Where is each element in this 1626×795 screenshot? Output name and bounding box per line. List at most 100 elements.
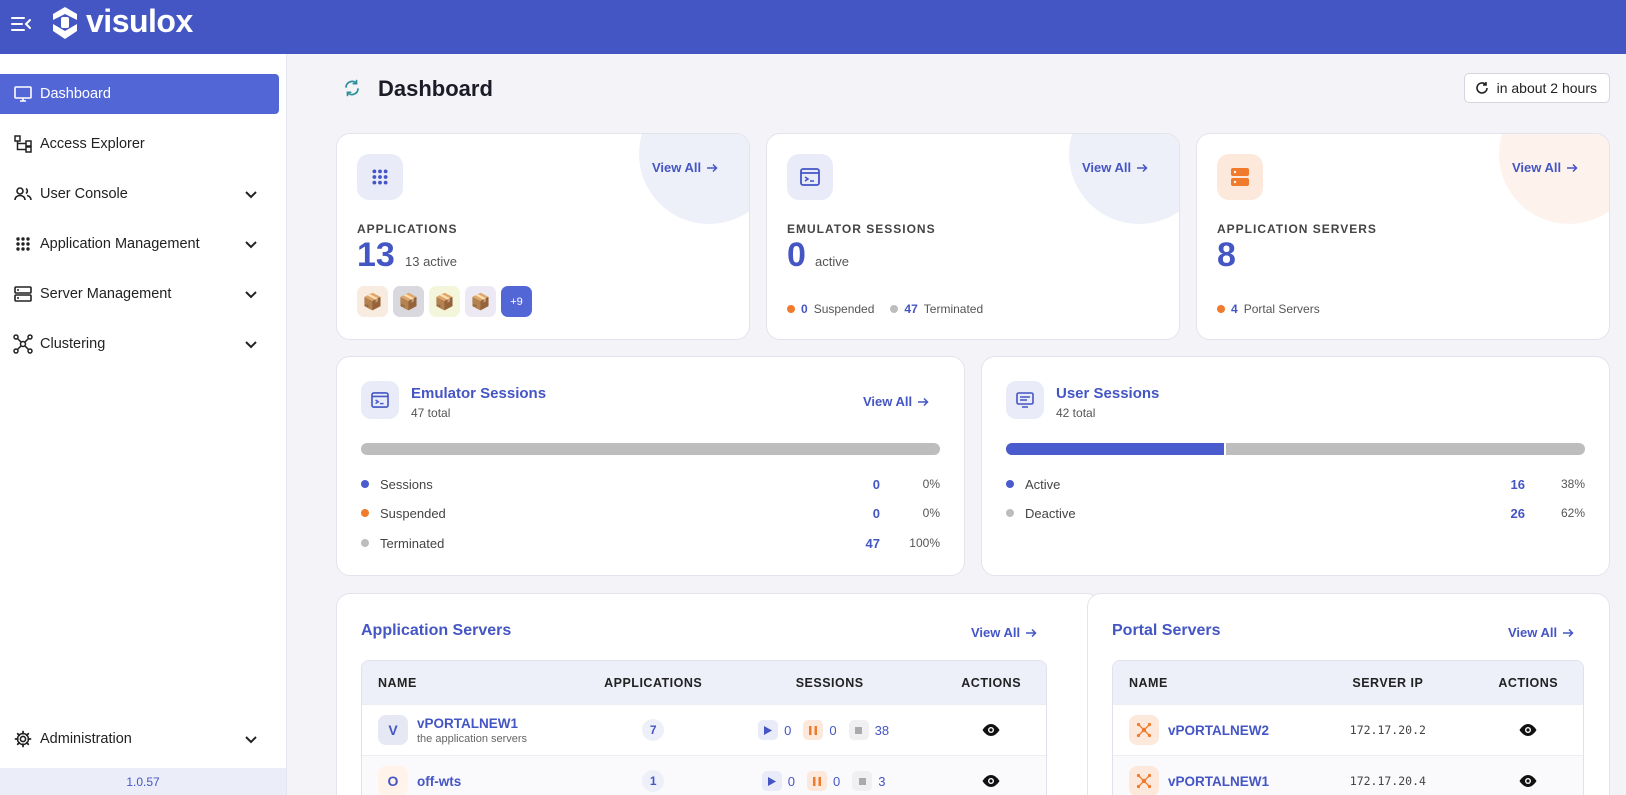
servers-view-all-link[interactable]: View All (1512, 160, 1578, 175)
user-sessions-bar (1006, 443, 1585, 455)
refresh-icon (1475, 82, 1488, 94)
legend-percent: 100% (909, 536, 940, 550)
portal-label: Portal Servers (1243, 302, 1320, 316)
emulator-count: 0 (787, 236, 806, 274)
panel-total: 47 total (411, 406, 451, 420)
app-servers-table: NAME APPLICATIONS SESSIONS ACTIONS V vPO… (361, 660, 1047, 795)
auto-refresh-button[interactable]: in about 2 hours (1463, 73, 1610, 103)
server-name-link[interactable]: off-wts (417, 773, 462, 789)
legend-percent: 38% (1560, 477, 1585, 491)
sidebar-item-label: Dashboard (40, 86, 111, 102)
user-sessions-panel: User Sessions 42 total Active 16 38% Dea… (981, 356, 1610, 576)
emulator-active: active (815, 254, 849, 269)
eye-icon[interactable] (936, 774, 1046, 788)
view-all-label: View All (1082, 160, 1132, 175)
legend-label: Terminated (380, 535, 445, 551)
sidebar-item-label: Server Management (40, 286, 172, 302)
sidebar-item-administration[interactable]: Administration (0, 719, 279, 759)
emulator-view-all-link[interactable]: View All (1082, 160, 1148, 175)
menu-collapse-icon[interactable] (10, 14, 32, 34)
applications-view-all-link[interactable]: View All (652, 160, 718, 175)
portal-name-link[interactable]: vPORTALNEW2 (1168, 722, 1270, 738)
package-icon[interactable]: 📦 (429, 286, 460, 317)
stopped-count: 38 (874, 722, 890, 738)
package-icon[interactable]: 📦 (393, 286, 424, 317)
panel-total: 42 total (1056, 406, 1096, 420)
pause-icon (803, 720, 824, 740)
message-icon (1006, 381, 1044, 419)
legend-label: Suspended (380, 505, 446, 521)
applications-badge: 1 (642, 770, 665, 792)
legend-percent: 0% (922, 477, 940, 491)
card-decoration (1499, 134, 1609, 224)
server-ip: 172.17.20.2 (1349, 723, 1426, 737)
sidebar-item-access-explorer[interactable]: Access Explorer (0, 124, 279, 164)
portal-network-icon (1129, 766, 1159, 795)
terminated-dot (361, 539, 369, 547)
app-version: 1.0.57 (0, 768, 286, 795)
paused-count: 0 (833, 773, 841, 789)
eye-icon[interactable] (936, 723, 1046, 737)
applications-label: APPLICATIONS (357, 222, 458, 236)
sidebar-item-application-management[interactable]: Application Management (0, 224, 279, 264)
eye-icon[interactable] (1473, 723, 1583, 737)
sidebar-item-label: Clustering (40, 336, 106, 352)
legend-row-deactive: Deactive 26 62% (1006, 503, 1585, 523)
column-header: ACTIONS (1498, 675, 1559, 690)
sidebar-item-label: Application Management (40, 236, 200, 252)
app-servers-view-all-link[interactable]: View All (971, 625, 1037, 640)
sidebar-item-user-console[interactable]: User Console (0, 174, 279, 214)
paused-count: 0 (829, 722, 837, 738)
sync-icon[interactable] (343, 79, 361, 97)
package-icon[interactable]: 📦 (357, 286, 388, 317)
stop-icon (852, 771, 873, 791)
table-row: V vPORTALNEW1 the application servers 7 … (362, 704, 1046, 755)
server-description: the application servers (417, 732, 528, 745)
active-dot (1006, 480, 1014, 488)
legend-label: Active (1025, 476, 1061, 492)
view-all-label: View All (1512, 160, 1562, 175)
emulator-sessions-bar (361, 443, 940, 455)
users-icon (13, 184, 33, 204)
gear-icon (13, 729, 33, 749)
server-name-link[interactable]: vPORTALNEW1 (417, 715, 519, 731)
application-icons: 📦 📦 📦 📦 +9 (357, 286, 532, 317)
suspended-dot (787, 305, 795, 313)
sidebar-item-dashboard[interactable]: Dashboard (0, 74, 279, 114)
portal-dot (1217, 305, 1225, 313)
terminated-dot (890, 305, 899, 313)
portal-name-link[interactable]: vPORTALNEW1 (1168, 773, 1270, 789)
emulator-sessions-view-all-link[interactable]: View All (863, 394, 929, 409)
suspended-count: 0 (801, 302, 808, 316)
legend-label: Deactive (1025, 505, 1076, 521)
portal-servers-view-all-link[interactable]: View All (1508, 625, 1574, 640)
emulator-sessions-card: View All EMULATOR SESSIONS 0 active 0 Su… (766, 133, 1180, 340)
eye-icon[interactable] (1473, 774, 1583, 788)
arrow-right-icon (1563, 628, 1574, 637)
server-icon (13, 284, 33, 304)
column-header: APPLICATIONS (604, 675, 703, 690)
more-applications-badge[interactable]: +9 (501, 286, 532, 317)
user-sessions-bar-fill (1006, 443, 1227, 455)
legend-value: 0 (872, 476, 880, 492)
chevron-down-icon (243, 186, 259, 202)
terminated-count: 47 (904, 302, 918, 316)
panel-title: Portal Servers (1112, 622, 1221, 639)
terminal-icon (787, 154, 833, 200)
legend-label: Sessions (380, 476, 433, 492)
table-header: NAME APPLICATIONS SESSIONS ACTIONS (362, 661, 1046, 704)
portal-servers-panel: Portal Servers View All NAME SERVER IP A… (1087, 593, 1610, 795)
deactive-dot (1006, 509, 1014, 517)
sidebar-item-clustering[interactable]: Clustering (0, 324, 279, 364)
emulator-label: EMULATOR SESSIONS (787, 222, 936, 236)
server-ip: 172.17.20.4 (1349, 774, 1426, 788)
emulator-mini-legend: 0 Suspended 47 Terminated (787, 302, 983, 316)
column-header: SERVER IP (1352, 675, 1424, 690)
sidebar-item-server-management[interactable]: Server Management (0, 274, 279, 314)
applications-badge: 7 (642, 719, 665, 741)
terminated-label: Terminated (923, 302, 984, 316)
package-icon[interactable]: 📦 (465, 286, 496, 317)
arrow-right-icon (707, 163, 718, 172)
portal-count: 4 (1231, 302, 1238, 316)
monitor-icon (13, 84, 33, 104)
